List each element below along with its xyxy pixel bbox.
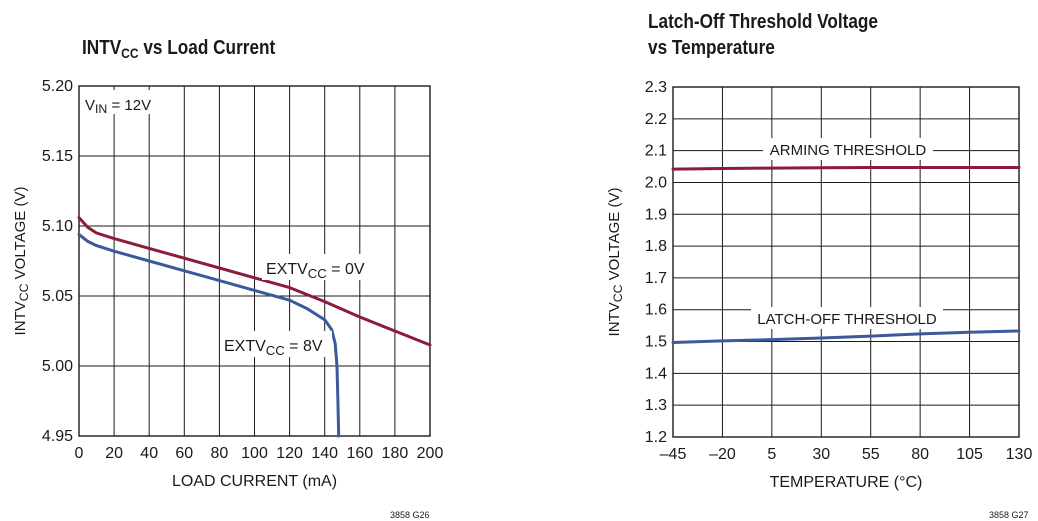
x-tick-label: 30 [812, 446, 830, 463]
plot-frame [78, 85, 431, 437]
x-tick-label: 80 [911, 446, 929, 463]
y-tick-label: 4.95 [42, 428, 73, 445]
y-tick-label: 1.3 [645, 397, 667, 414]
x-axis-label: TEMPERATURE (°C) [770, 474, 923, 491]
chart-plot-area: –45 –20 5 30 55 80 105 130 1.2 1.3 1.4 1.5 1.6 1.7 1.8… [606, 79, 1033, 491]
x-tick-label: 180 [382, 445, 409, 462]
y-tick-label: 1.4 [645, 365, 667, 382]
series-label: EXTVCC = 8V [224, 338, 323, 358]
label-background [82, 90, 152, 114]
y-tick-label: 1.9 [645, 206, 667, 223]
y-tick-label: 5.10 [42, 218, 73, 235]
x-tick-label: 40 [140, 445, 158, 462]
x-tick-label: 5 [767, 446, 776, 463]
chart-plot-area: 0 20 40 60 80 100 120 140 160 180 200 4.95 5.00 5.05 5… [12, 78, 444, 490]
y-tick-label: 2.1 [645, 143, 667, 160]
series-label: EXTVCC = 0V [266, 261, 365, 281]
series-label: LATCH-OFF THRESHOLD [757, 311, 937, 328]
y-tick-label: 1.7 [645, 270, 667, 287]
x-tick-label: –45 [660, 446, 687, 463]
label-background [220, 331, 332, 357]
y-tick-label: 2.3 [645, 79, 667, 96]
figure-code: 3858 G27 [989, 510, 1029, 520]
x-tick-label: 130 [1006, 446, 1033, 463]
y-tick-label: 1.5 [645, 334, 667, 351]
x-tick-label: 80 [211, 445, 229, 462]
label-background [751, 307, 943, 329]
x-axis-label: LOAD CURRENT (mA) [172, 473, 337, 490]
x-tick-label: 55 [862, 446, 880, 463]
y-tick-label: 5.05 [42, 288, 73, 305]
label-background [763, 138, 933, 160]
series-label: ARMING THRESHOLD [770, 142, 927, 159]
y-axis-label: INTVCC VOLTAGE (V) [12, 187, 31, 336]
y-tick-label: 5.15 [42, 148, 73, 165]
y-tick-label: 1.6 [645, 302, 667, 319]
y-tick-label: 5.00 [42, 358, 73, 375]
x-tick-label: 160 [346, 445, 373, 462]
chart-panel-load-current: INTVCC vs Load Current 0 20 40 60 80 100 120 14… [12, 37, 444, 520]
series-line [77, 216, 432, 347]
chart-title: INTVCC vs Load Current [82, 37, 276, 61]
x-tick-label: 20 [105, 445, 123, 462]
chart-title-line1: Latch-Off Threshold Voltage [648, 11, 878, 33]
x-tick-label: 105 [956, 446, 983, 463]
figure-code: 3858 G26 [390, 510, 430, 520]
x-tick-label: 60 [175, 445, 193, 462]
y-tick-label: 2.0 [645, 174, 667, 191]
label-background [262, 254, 374, 280]
x-tick-label: 200 [417, 445, 444, 462]
y-tick-label: 1.2 [645, 429, 667, 446]
x-tick-label: 120 [276, 445, 303, 462]
y-tick-label: 2.2 [645, 111, 667, 128]
series-line [671, 329, 1021, 344]
series-line [671, 166, 1021, 171]
chart-panel-temperature: Latch-Off Threshold Voltage vs Temperatu… [519, 0, 1038, 521]
y-tick-label: 1.8 [645, 238, 667, 255]
x-tick-label: –20 [709, 446, 736, 463]
y-tick-label: 5.20 [42, 78, 73, 95]
series-line [77, 232, 341, 438]
x-tick-label: 0 [75, 445, 84, 462]
x-tick-label: 100 [241, 445, 268, 462]
plot-frame [672, 86, 1020, 438]
y-axis-label: INTVCC VOLTAGE (V) [606, 188, 625, 337]
chart-title-line2: vs Temperature [648, 37, 775, 59]
condition-label: VIN = 12V [85, 97, 151, 116]
x-tick-label: 140 [311, 445, 338, 462]
